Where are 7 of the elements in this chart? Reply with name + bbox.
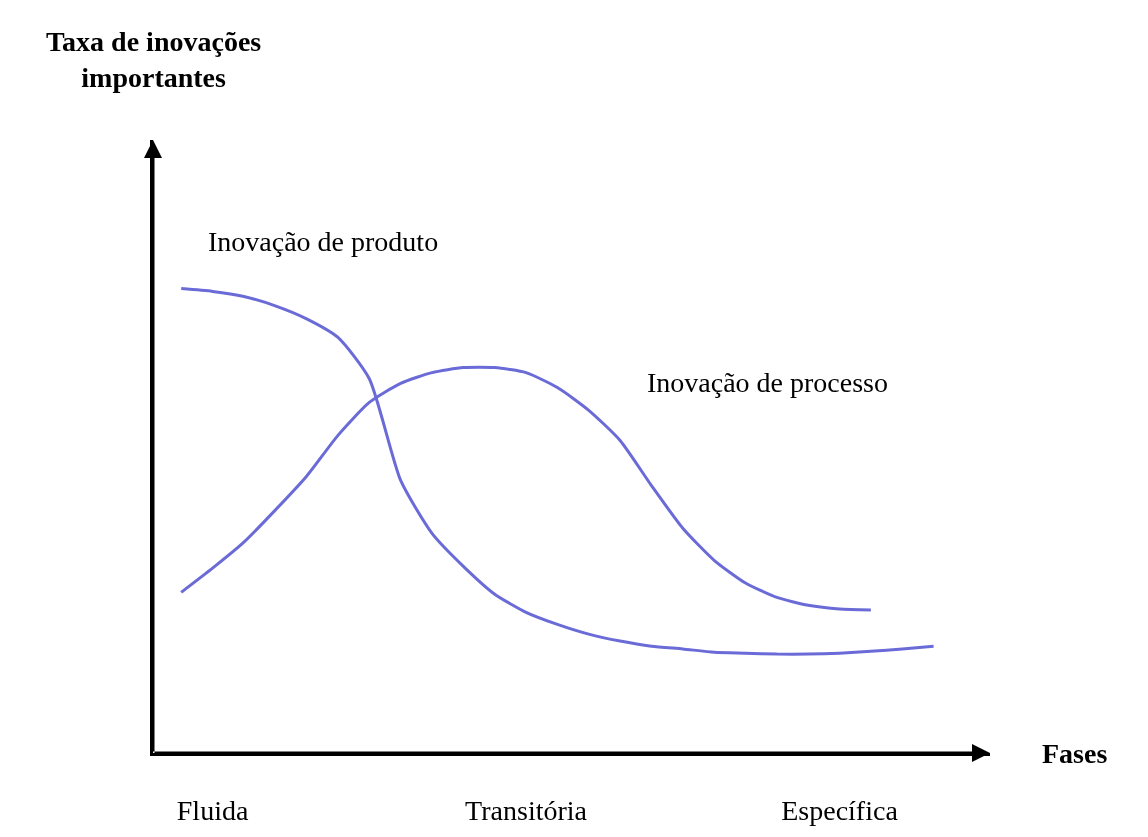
text: Taxa de inovações importantes	[46, 26, 262, 94]
x-tick-label: Específica	[781, 794, 899, 826]
series-label: Inovação de processo	[647, 367, 889, 398]
series-label: Inovação de produto	[208, 226, 439, 257]
x-axis-title: Fases	[1042, 738, 1108, 769]
x-tick-label: Fluida	[176, 794, 249, 826]
x-tick-label: Transitória	[465, 794, 588, 826]
